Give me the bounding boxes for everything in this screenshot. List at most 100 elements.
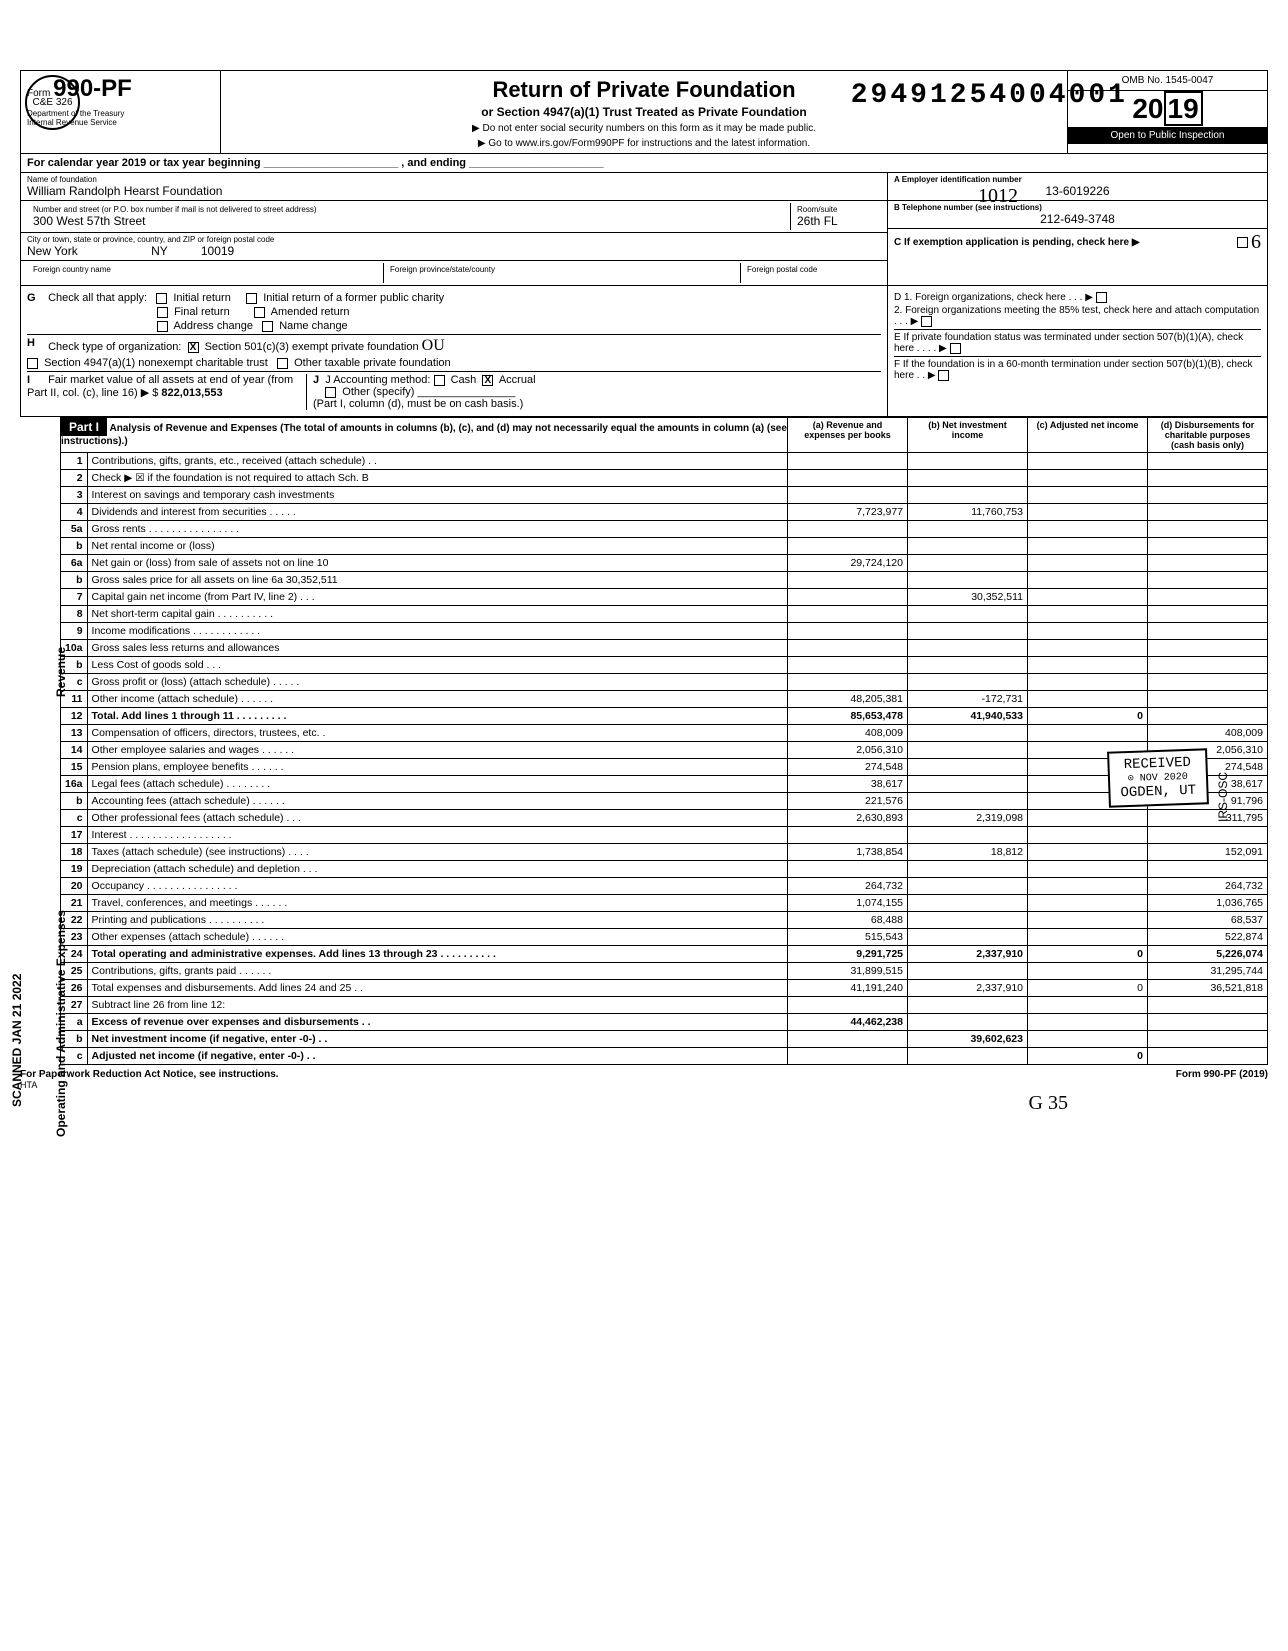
table-row: bAccounting fees (attach schedule) . . .… <box>61 793 1268 810</box>
col-c-val <box>1028 912 1148 929</box>
chk-initial-former[interactable] <box>246 293 257 304</box>
line-desc: Check ▶ ☒ if the foundation is not requi… <box>87 470 787 487</box>
col-a-val <box>788 861 908 878</box>
chk-cash[interactable] <box>434 375 445 386</box>
table-row: 6aNet gain or (loss) from sale of assets… <box>61 555 1268 572</box>
col-b-val: 39,602,623 <box>908 1031 1028 1048</box>
chk-name-change[interactable] <box>262 321 273 332</box>
chk-addr-change[interactable] <box>157 321 168 332</box>
col-d-val <box>1148 589 1268 606</box>
line-number: 21 <box>61 895 88 912</box>
chk-501c3[interactable] <box>188 342 199 353</box>
col-d-val <box>1148 555 1268 572</box>
col-b-val <box>908 912 1028 929</box>
col-a-val: 274,548 <box>788 759 908 776</box>
table-row: 11Other income (attach schedule) . . . .… <box>61 691 1268 708</box>
col-d-val: 36,521,818 <box>1148 980 1268 997</box>
col-d-val <box>1148 657 1268 674</box>
chk-accrual[interactable] <box>482 375 493 386</box>
col-b-val <box>908 487 1028 504</box>
line-number: 13 <box>61 725 88 742</box>
col-a-val: 31,899,515 <box>788 963 908 980</box>
received-stamp: RECEIVED ⊙ NOV 2020 OGDEN, UT <box>1107 748 1209 807</box>
col-d-val: 152,091 <box>1148 844 1268 861</box>
col-d-val <box>1148 997 1268 1014</box>
chk-4947[interactable] <box>27 358 38 369</box>
table-row: 10aGross sales less returns and allowanc… <box>61 640 1268 657</box>
table-row: 7Capital gain net income (from Part IV, … <box>61 589 1268 606</box>
col-b-val <box>908 742 1028 759</box>
col-d-val: 5,226,074 <box>1148 946 1268 963</box>
col-b-val <box>908 470 1028 487</box>
line-desc: Other professional fees (attach schedule… <box>87 810 787 827</box>
col-d-val: 522,874 <box>1148 929 1268 946</box>
name-label: Name of foundation <box>27 175 881 184</box>
chk-d2[interactable] <box>921 316 932 327</box>
col-b-val <box>908 657 1028 674</box>
line-number: 18 <box>61 844 88 861</box>
chk-amended[interactable] <box>254 307 265 318</box>
col-c-val <box>1028 623 1148 640</box>
col-b-val <box>908 1014 1028 1031</box>
col-b-val: 11,760,753 <box>908 504 1028 521</box>
addr: 300 West 57th Street <box>33 214 784 228</box>
col-d-val <box>1148 708 1268 725</box>
line-desc: Adjusted net income (if negative, enter … <box>87 1048 787 1065</box>
col-d-val <box>1148 827 1268 844</box>
phone-label: B Telephone number (see instructions) <box>894 203 1261 212</box>
chk-other-taxable[interactable] <box>277 358 288 369</box>
col-b-val <box>908 453 1028 470</box>
col-a-val: 2,056,310 <box>788 742 908 759</box>
table-row: 24Total operating and administrative exp… <box>61 946 1268 963</box>
col-a-val: 48,205,381 <box>788 691 908 708</box>
col-a-val: 2,630,893 <box>788 810 908 827</box>
calendar-year-line: For calendar year 2019 or tax year begin… <box>20 154 1268 173</box>
col-b-val <box>908 878 1028 895</box>
line-desc: Gross profit or (loss) (attach schedule)… <box>87 674 787 691</box>
col-a-val: 38,617 <box>788 776 908 793</box>
col-c-val <box>1028 810 1148 827</box>
line-desc: Occupancy . . . . . . . . . . . . . . . … <box>87 878 787 895</box>
col-c-val <box>1028 827 1148 844</box>
addr-label: Number and street (or P.O. box number if… <box>33 205 784 214</box>
table-row: 5aGross rents . . . . . . . . . . . . . … <box>61 521 1268 538</box>
col-d-val <box>1148 538 1268 555</box>
handwritten-ou: OU <box>422 337 445 354</box>
col-a-val <box>788 657 908 674</box>
col-a-val <box>788 827 908 844</box>
line-number: 3 <box>61 487 88 504</box>
line-desc: Net investment income (if negative, ente… <box>87 1031 787 1048</box>
chk-other-method[interactable] <box>325 387 336 398</box>
line-desc: Compensation of officers, directors, tru… <box>87 725 787 742</box>
chk-initial-return[interactable] <box>156 293 167 304</box>
col-a-val <box>788 997 908 1014</box>
line-desc: Total operating and administrative expen… <box>87 946 787 963</box>
chk-e[interactable] <box>950 343 961 354</box>
chk-d1[interactable] <box>1096 292 1107 303</box>
handwritten-6: 6 <box>1251 231 1261 254</box>
col-c-val <box>1028 487 1148 504</box>
chk-final-return[interactable] <box>157 307 168 318</box>
city-state-zip: New York NY 10019 <box>27 244 881 258</box>
table-row: 23Other expenses (attach schedule) . . .… <box>61 929 1268 946</box>
exemption-pending-checkbox[interactable] <box>1237 237 1248 248</box>
line-desc: Gross sales less returns and allowances <box>87 640 787 657</box>
col-c-val <box>1028 589 1148 606</box>
col-a-val: 68,488 <box>788 912 908 929</box>
line-number: 4 <box>61 504 88 521</box>
line-desc: Interest on savings and temporary cash i… <box>87 487 787 504</box>
col-c-val <box>1028 606 1148 623</box>
line-desc: Net gain or (loss) from sale of assets n… <box>87 555 787 572</box>
col-a-val: 515,543 <box>788 929 908 946</box>
city-label: City or town, state or province, country… <box>27 235 881 244</box>
line-desc: Printing and publications . . . . . . . … <box>87 912 787 929</box>
col-b-val <box>908 521 1028 538</box>
table-row: 19Depreciation (attach schedule) and dep… <box>61 861 1268 878</box>
col-a-val <box>788 674 908 691</box>
chk-f[interactable] <box>938 370 949 381</box>
col-b-val <box>908 793 1028 810</box>
col-b-val: 18,812 <box>908 844 1028 861</box>
table-row: 18Taxes (attach schedule) (see instructi… <box>61 844 1268 861</box>
col-c-val <box>1028 929 1148 946</box>
line-desc: Other employee salaries and wages . . . … <box>87 742 787 759</box>
